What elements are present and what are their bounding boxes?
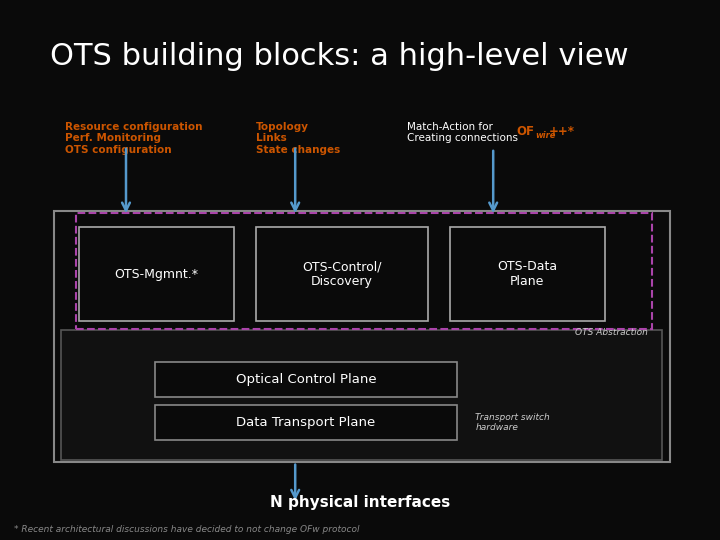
Text: OTS building blocks: a high-level view: OTS building blocks: a high-level view [50, 42, 629, 71]
Bar [450, 227, 605, 321]
Bar [256, 227, 428, 321]
Text: Optical Control Plane: Optical Control Plane [235, 373, 377, 386]
Bar [61, 330, 662, 460]
Text: OTS-Data
Plane: OTS-Data Plane [498, 260, 557, 288]
Text: wire: wire [535, 131, 555, 140]
Text: Match-Action for
Creating connections: Match-Action for Creating connections [407, 122, 518, 143]
Text: Resource configuration
Perf. Monitoring
OTS configuration: Resource configuration Perf. Monitoring … [65, 122, 202, 154]
Text: OTS Abstraction: OTS Abstraction [575, 328, 648, 338]
Text: ++*: ++* [549, 125, 575, 138]
Bar [79, 227, 234, 321]
Text: Data Transport Plane: Data Transport Plane [236, 416, 376, 429]
Text: * Recent architectural discussions have decided to not change OFw protocol: * Recent architectural discussions have … [14, 524, 360, 534]
Text: OTS-Mgmnt.*: OTS-Mgmnt.* [114, 267, 199, 281]
Text: Transport switch
hardware: Transport switch hardware [475, 413, 550, 432]
Bar [155, 405, 457, 440]
Bar [76, 213, 652, 329]
Text: Topology
Links
State changes: Topology Links State changes [256, 122, 340, 154]
Text: N physical interfaces: N physical interfaces [270, 495, 450, 510]
Bar [54, 211, 670, 462]
Bar [155, 362, 457, 397]
Text: OF: OF [516, 125, 534, 138]
Text: OTS-Control/
Discovery: OTS-Control/ Discovery [302, 260, 382, 288]
